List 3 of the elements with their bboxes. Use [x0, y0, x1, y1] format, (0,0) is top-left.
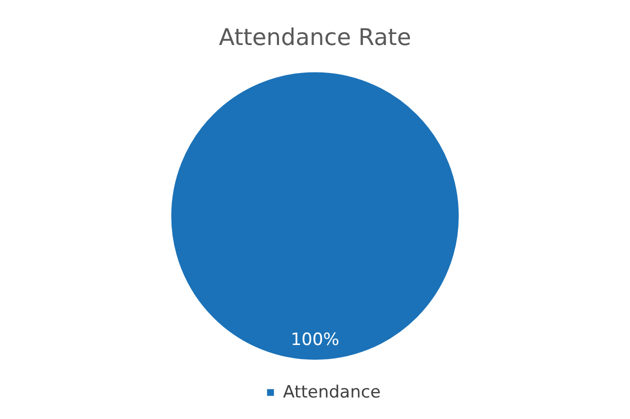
legend-label: Attendance: [283, 382, 381, 402]
chart-title: Attendance Rate: [218, 25, 412, 51]
data-label: 100%: [290, 330, 340, 350]
